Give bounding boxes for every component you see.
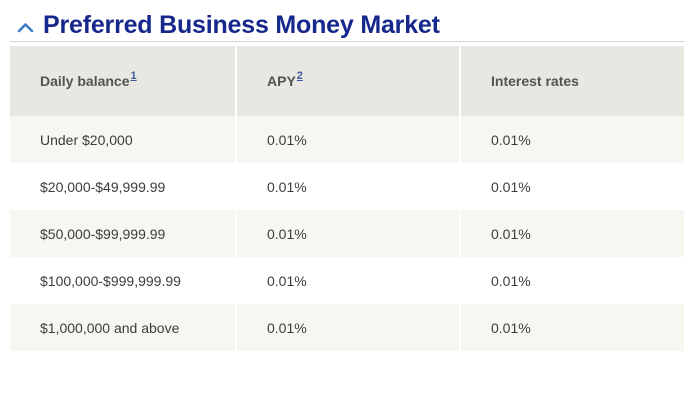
accordion-header[interactable]: Preferred Business Money Market bbox=[0, 0, 700, 38]
balance-cell: $100,000-$999,999.99 bbox=[10, 257, 235, 304]
chevron-up-icon[interactable] bbox=[17, 22, 34, 33]
interest-cell: 0.01% bbox=[461, 210, 684, 257]
balance-cell: $1,000,000 and above bbox=[10, 304, 235, 351]
column-header-interest-rates: Interest rates bbox=[461, 46, 684, 116]
column-header-apy: APY2 bbox=[237, 46, 459, 116]
rates-table: Daily balance1 APY2 Interest rates Under… bbox=[10, 46, 684, 351]
column-header-label: APY bbox=[267, 73, 296, 89]
balance-cell: $20,000-$49,999.99 bbox=[10, 163, 235, 210]
interest-cell: 0.01% bbox=[461, 304, 684, 351]
footnote-link-2[interactable]: 2 bbox=[296, 70, 303, 83]
footnote-link-1[interactable]: 1 bbox=[130, 70, 137, 83]
column-header-label: Interest rates bbox=[491, 73, 579, 89]
interest-cell: 0.01% bbox=[461, 116, 684, 163]
divider bbox=[10, 41, 684, 42]
apy-cell: 0.01% bbox=[237, 257, 459, 304]
balance-cell: $50,000-$99,999.99 bbox=[10, 210, 235, 257]
apy-cell: 0.01% bbox=[237, 163, 459, 210]
balance-cell: Under $20,000 bbox=[10, 116, 235, 163]
apy-cell: 0.01% bbox=[237, 210, 459, 257]
apy-cell: 0.01% bbox=[237, 304, 459, 351]
column-header-label: Daily balance bbox=[40, 73, 130, 89]
apy-cell: 0.01% bbox=[237, 116, 459, 163]
interest-cell: 0.01% bbox=[461, 163, 684, 210]
column-header-daily-balance: Daily balance1 bbox=[10, 46, 235, 116]
interest-cell: 0.01% bbox=[461, 257, 684, 304]
section-title: Preferred Business Money Market bbox=[43, 10, 440, 39]
